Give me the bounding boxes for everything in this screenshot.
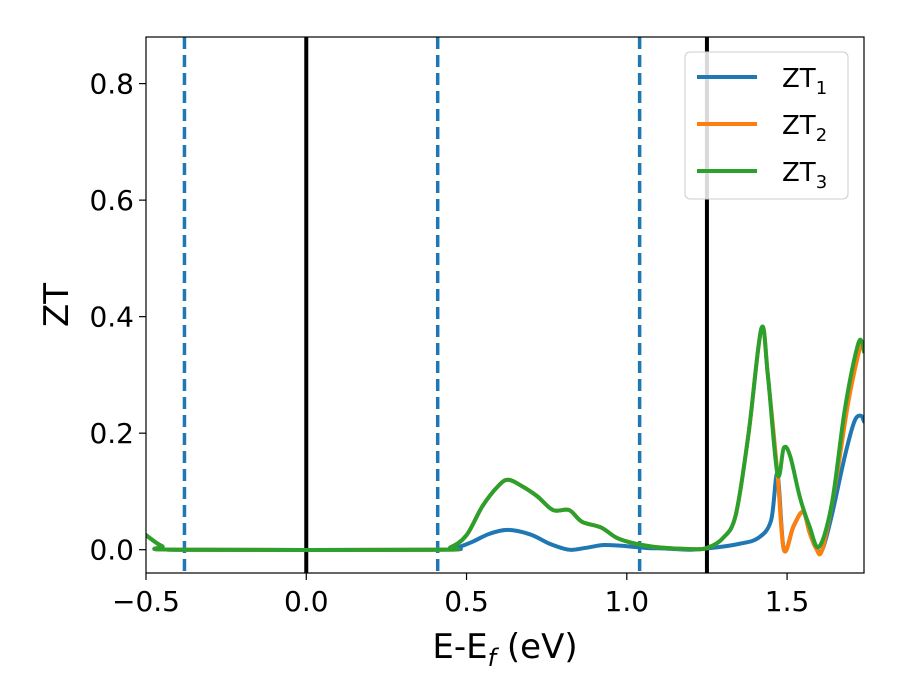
legend: ZT1 ZT2 ZT3 xyxy=(684,51,849,200)
x-tick-label: 0.0 xyxy=(284,585,329,618)
x-tick-label: −0.5 xyxy=(112,585,180,618)
x-axis-title-unit: (eV) xyxy=(496,627,578,667)
plot-frame xyxy=(145,36,865,574)
y-tick-label: 0.4 xyxy=(89,301,134,334)
legend-label-zt2: ZT2 xyxy=(782,111,827,146)
y-tick-label: 0.6 xyxy=(89,184,134,217)
x-axis-title: E-Ef (eV) xyxy=(432,627,577,672)
series-layer xyxy=(146,324,864,557)
x-tick-label: 1.0 xyxy=(605,585,650,618)
series-line-zt3 xyxy=(146,324,864,553)
y-tick-label: 0.2 xyxy=(89,417,134,450)
y-tick-label: 0.8 xyxy=(89,68,134,101)
x-axis: −0.5 0.0 0.5 1.0 1.5 xyxy=(112,573,809,618)
legend-box xyxy=(684,51,849,200)
x-tick-label: 1.5 xyxy=(765,585,810,618)
legend-label-zt1: ZT1 xyxy=(782,64,827,99)
x-tick-label: 0.5 xyxy=(444,585,489,618)
y-tick-label: 0.0 xyxy=(89,534,134,567)
legend-label-zt3: ZT3 xyxy=(782,158,827,193)
y-axis-title: ZT xyxy=(37,283,77,327)
y-axis: 0.0 0.2 0.4 0.6 0.8 xyxy=(89,68,146,567)
